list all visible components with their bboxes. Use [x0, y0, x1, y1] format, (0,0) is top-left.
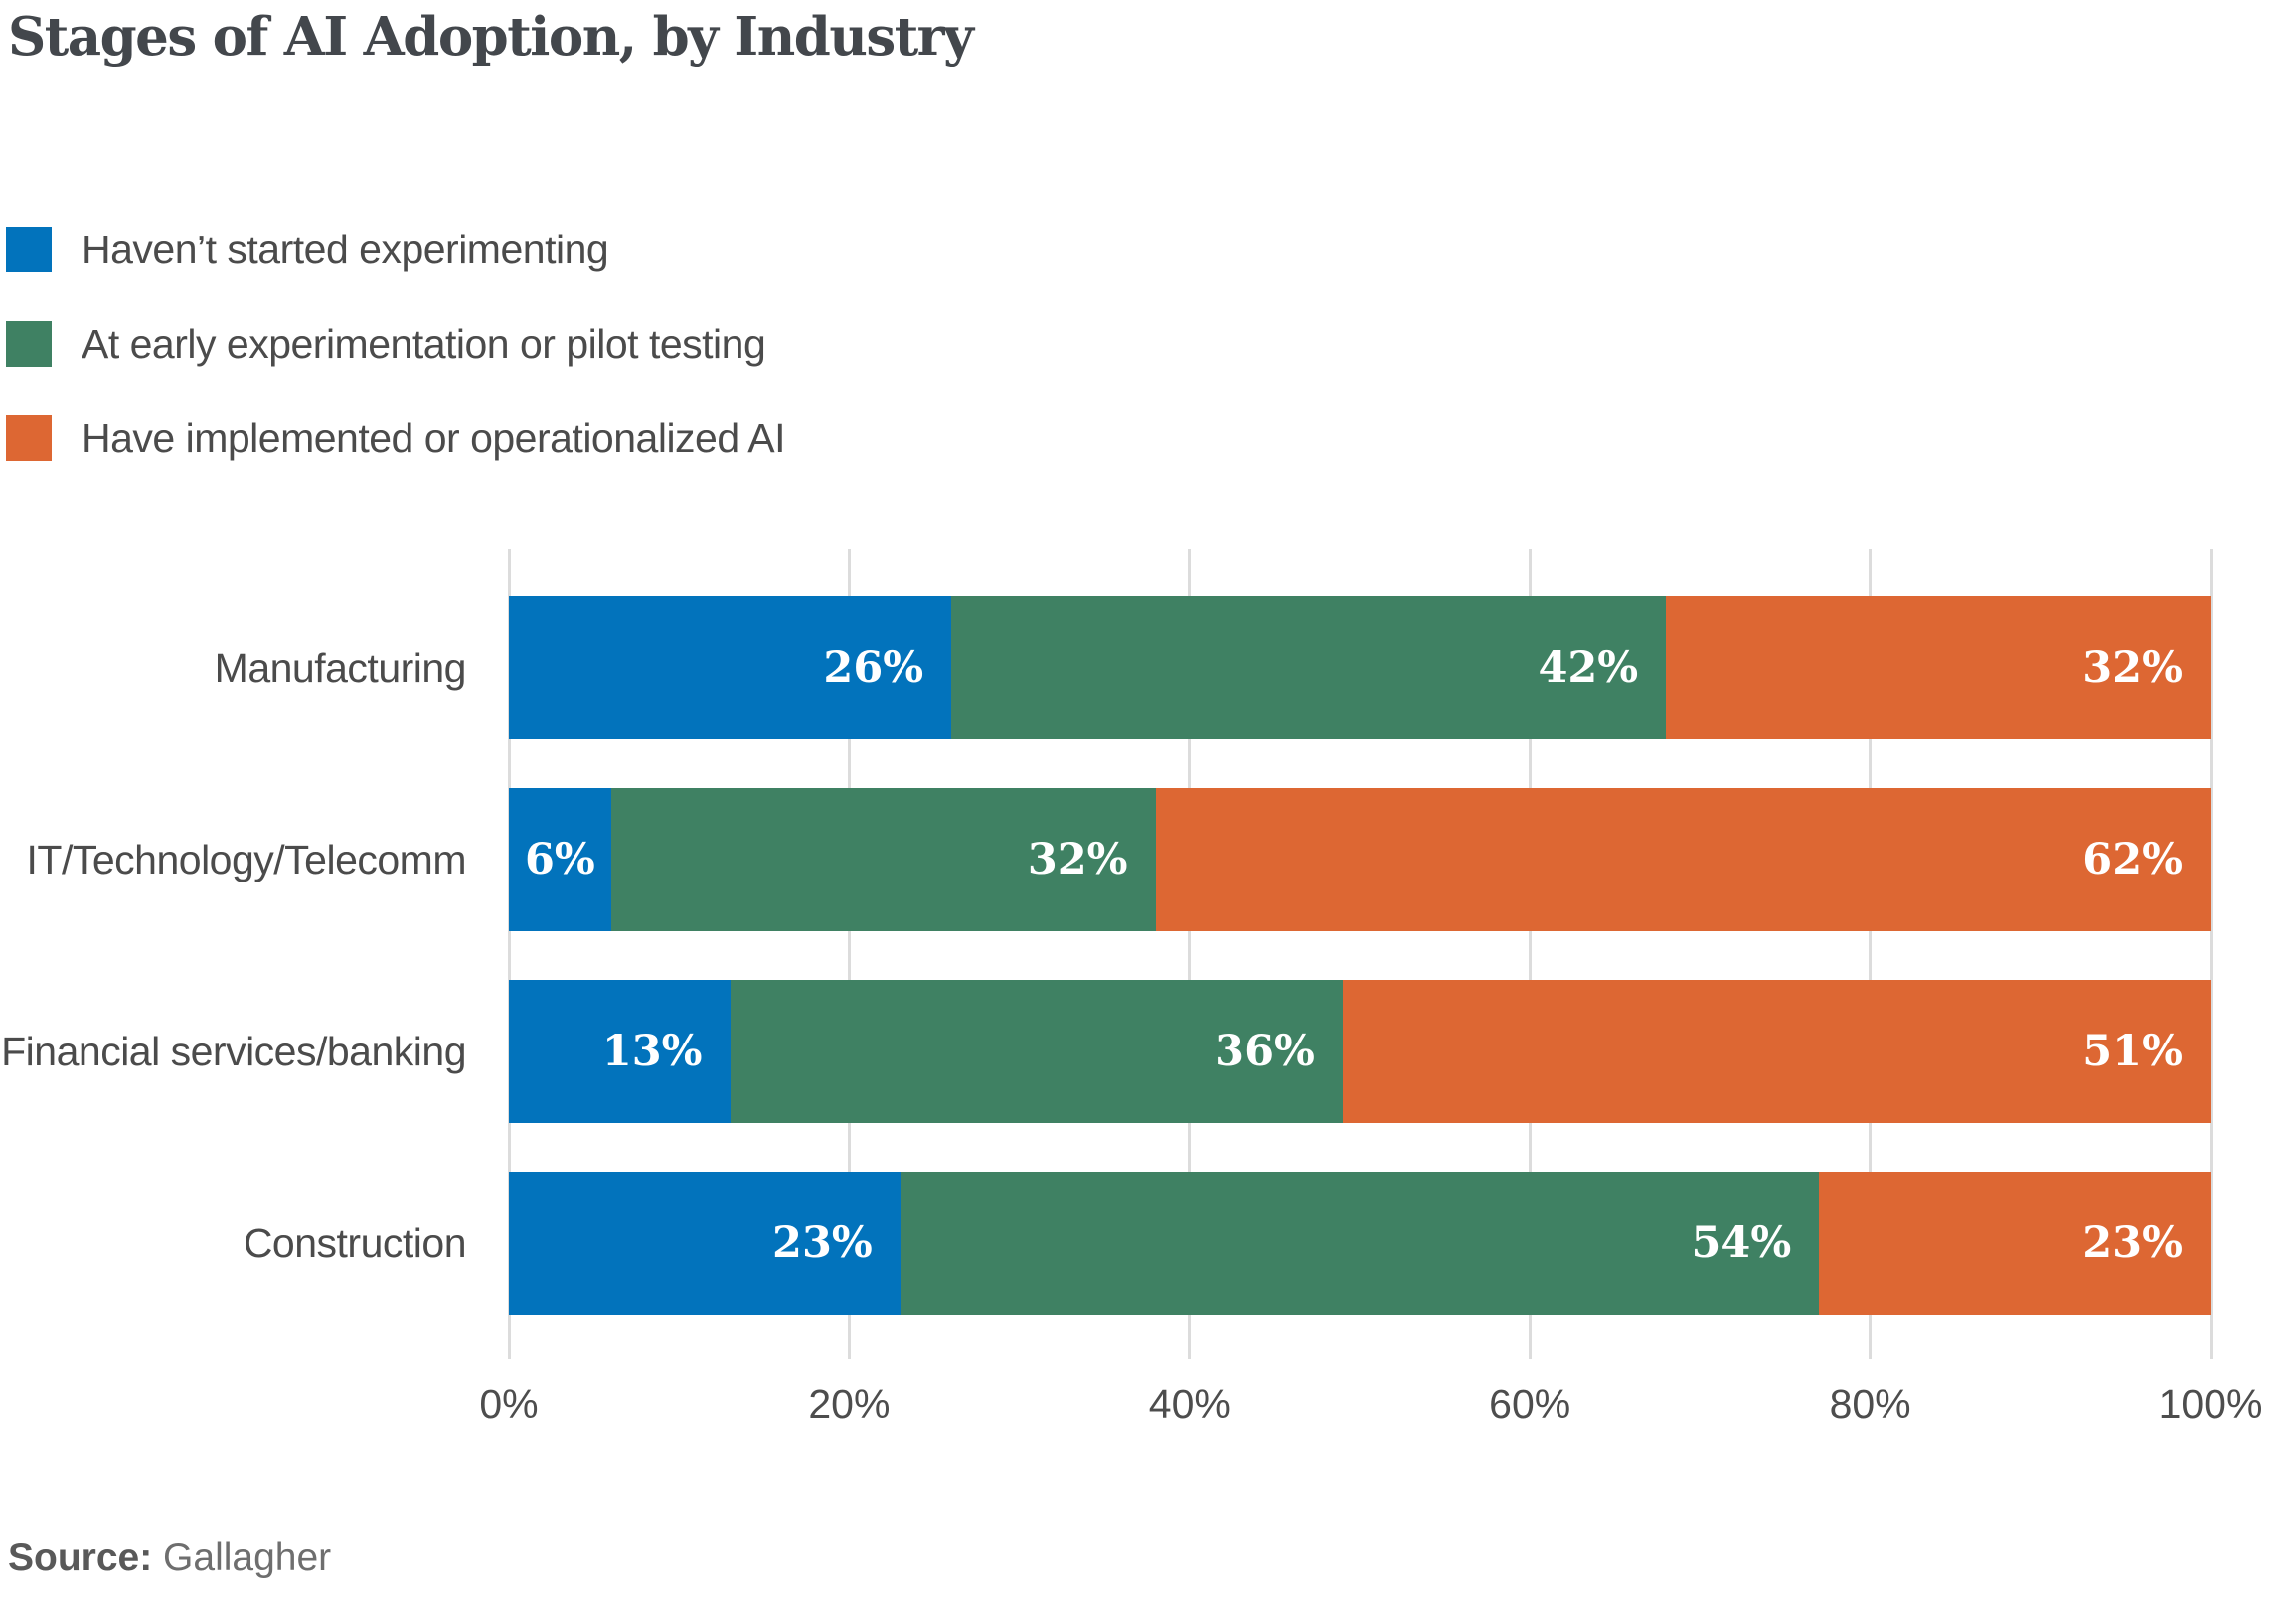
bar-row: Manufacturing 26% 42% 32% [215, 596, 2211, 739]
stacked-bar: 13% 36% 51% [509, 980, 2211, 1123]
legend-swatch [6, 321, 52, 367]
gridline [1188, 549, 1192, 1359]
bar-value-label: 32% [1027, 835, 1128, 884]
x-axis: 0% 20% 40% 60% 80% 100% [479, 1381, 2262, 1441]
bar-segment: 62% [1155, 788, 2211, 931]
legend-label: Haven’t started experimenting [82, 226, 609, 272]
category-label: Manufacturing [214, 644, 467, 691]
bar-value-label: 23% [2082, 1218, 2183, 1268]
source-value: Gallagher [163, 1536, 332, 1579]
bar-value-label: 36% [1215, 1027, 1315, 1076]
legend-item: At early experimentation or pilot testin… [6, 321, 785, 367]
stacked-bar: 26% 42% 32% [509, 596, 2211, 739]
source-label: Source: [8, 1536, 153, 1579]
category-label: IT/Technology/Telecomm [26, 836, 467, 882]
bar-value-label: 23% [772, 1218, 873, 1268]
category-label: Construction [243, 1219, 467, 1266]
category-label: Financial services/banking [1, 1028, 466, 1074]
source-note: Source: Gallagher [8, 1536, 331, 1580]
bar-segment: 32% [610, 788, 1156, 931]
bar-segment: 36% [730, 980, 1343, 1123]
legend-item: Have implemented or operationalized AI [6, 414, 786, 461]
bar-segment: 6% [509, 788, 611, 931]
bar-row: IT/Technology/Telecomm 6% 32% 62% [27, 788, 2211, 931]
x-tick-label: 80% [1829, 1381, 1911, 1427]
legend-label: Have implemented or operationalized AI [82, 414, 786, 461]
chart-title: Stages of AI Adoption, by Industry [8, 6, 974, 68]
bar-value-label: 42% [1538, 643, 1639, 693]
plot-area: Manufacturing 26% 42% 32% IT/Technology/Tele… [1, 549, 2213, 1359]
legend-item: Haven’t started experimenting [6, 227, 785, 272]
bar-segment: 13% [509, 980, 731, 1123]
x-tick-label: 40% [1148, 1381, 1230, 1427]
bar-segment: 26% [509, 596, 952, 739]
bar-value-label: 6% [524, 835, 595, 884]
x-tick-label: 100% [2158, 1381, 2263, 1427]
bar-segment: 51% [1342, 980, 2211, 1123]
legend: Haven’t started experimenting At early ex… [6, 227, 786, 510]
legend-label: At early experimentation or pilot testin… [82, 320, 766, 367]
bar-segment: 42% [951, 596, 1667, 739]
gridline [1869, 549, 1873, 1359]
bar-value-label: 54% [1691, 1218, 1792, 1268]
bar-value-label: 32% [2082, 643, 2183, 693]
gridline [2209, 549, 2213, 1359]
bar-value-label: 13% [601, 1027, 703, 1076]
bar-value-label: 62% [2082, 835, 2183, 884]
gridline [1528, 549, 1532, 1359]
legend-swatch [6, 415, 52, 461]
gridline [507, 549, 511, 1359]
x-tick-label: 20% [808, 1381, 891, 1427]
x-tick-label: 0% [479, 1381, 539, 1427]
bar-row: Financial services/banking 13% 36% 51% [1, 980, 2211, 1123]
gridline [847, 549, 851, 1359]
bar-value-label: 51% [2082, 1027, 2183, 1076]
bar-segment: 23% [509, 1172, 901, 1315]
bar-value-label: 26% [823, 643, 924, 693]
bar-row: Construction 23% 54% 23% [244, 1172, 2211, 1315]
bar-segment: 32% [1666, 596, 2211, 739]
stacked-bar: 23% 54% 23% [509, 1172, 2211, 1315]
bar-segment: 23% [1819, 1172, 2211, 1315]
stacked-bar: 6% 32% 62% [509, 788, 2211, 931]
x-tick-label: 60% [1489, 1381, 1571, 1427]
bar-segment: 54% [900, 1172, 1820, 1315]
legend-swatch [6, 227, 52, 272]
